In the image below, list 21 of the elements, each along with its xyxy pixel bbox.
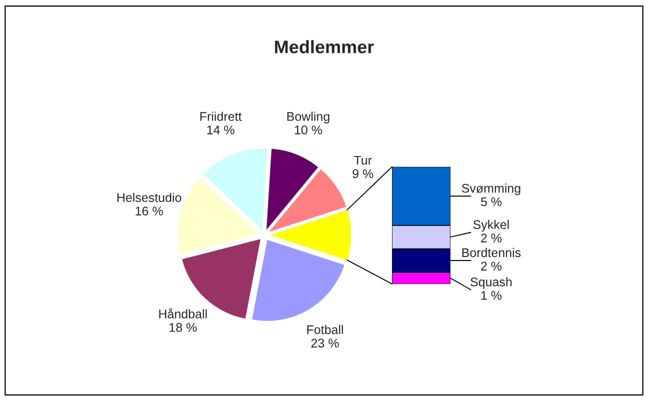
data-label: 2 % bbox=[481, 262, 502, 271]
data-label: 1 % bbox=[481, 291, 502, 300]
series-label: Bordtennis bbox=[462, 248, 521, 258]
data-label: 18 % bbox=[170, 323, 197, 332]
data-label: 9 % bbox=[352, 169, 374, 178]
slice-label: Helsestudio bbox=[117, 192, 182, 202]
data-label: 2 % bbox=[481, 234, 502, 242]
chart-title: Medlemmer bbox=[275, 40, 374, 54]
series-label: Svømming bbox=[462, 184, 520, 196]
series-label: Squash bbox=[470, 277, 512, 289]
data-label: 16 % bbox=[136, 206, 163, 216]
series-label: Sykkel bbox=[473, 220, 509, 232]
slice-label: Fotball bbox=[307, 324, 343, 334]
data-label: 10 % bbox=[294, 126, 322, 134]
slice-label: Håndball bbox=[159, 308, 207, 318]
slice-label: Friidrett bbox=[200, 112, 242, 121]
slice-label: Tur bbox=[354, 156, 372, 165]
data-label: 5 % bbox=[480, 197, 502, 206]
slice-label: Bowling bbox=[287, 112, 330, 124]
data-label: 23 % bbox=[311, 338, 339, 348]
data-label: 14 % bbox=[207, 126, 234, 134]
